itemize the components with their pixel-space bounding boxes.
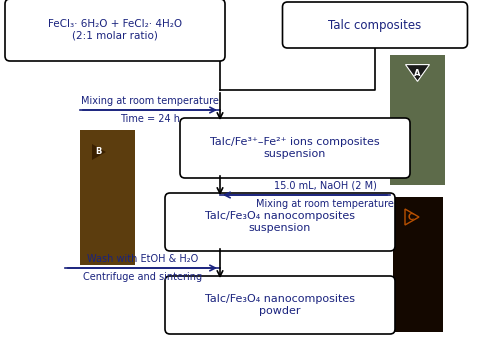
- Text: Talc composites: Talc composites: [328, 18, 422, 31]
- Text: 15.0 mL, NaOH (2 M): 15.0 mL, NaOH (2 M): [274, 181, 376, 191]
- Text: FeCl₃· 6H₂O + FeCl₂· 4H₂O
(2:1 molar ratio): FeCl₃· 6H₂O + FeCl₂· 4H₂O (2:1 molar rat…: [48, 19, 182, 41]
- FancyBboxPatch shape: [180, 118, 410, 178]
- Text: Wash with EtOH & H₂O: Wash with EtOH & H₂O: [87, 254, 198, 264]
- Polygon shape: [406, 64, 429, 81]
- Text: Time = 24 h: Time = 24 h: [120, 114, 180, 124]
- Text: C: C: [408, 212, 414, 222]
- Text: Mixing at room temperature: Mixing at room temperature: [256, 199, 394, 209]
- Text: A: A: [414, 69, 421, 77]
- FancyBboxPatch shape: [5, 0, 225, 61]
- Text: Centrifuge and sintering: Centrifuge and sintering: [83, 272, 202, 282]
- Polygon shape: [92, 144, 106, 160]
- Text: Talc/Fe³⁺–Fe²⁺ ions composites
suspension: Talc/Fe³⁺–Fe²⁺ ions composites suspensio…: [210, 137, 380, 159]
- FancyBboxPatch shape: [165, 193, 395, 251]
- Text: Mixing at room temperature: Mixing at room temperature: [81, 96, 219, 106]
- FancyBboxPatch shape: [282, 2, 468, 48]
- Polygon shape: [405, 209, 419, 225]
- Bar: [390, 55, 445, 185]
- Bar: [80, 130, 135, 265]
- Bar: [393, 197, 443, 332]
- FancyBboxPatch shape: [165, 276, 395, 334]
- Text: Talc/Fe₃O₄ nanocomposites
powder: Talc/Fe₃O₄ nanocomposites powder: [205, 294, 355, 316]
- Text: B: B: [95, 148, 101, 157]
- Text: Talc/Fe₃O₄ nanocomposites
suspension: Talc/Fe₃O₄ nanocomposites suspension: [205, 211, 355, 233]
